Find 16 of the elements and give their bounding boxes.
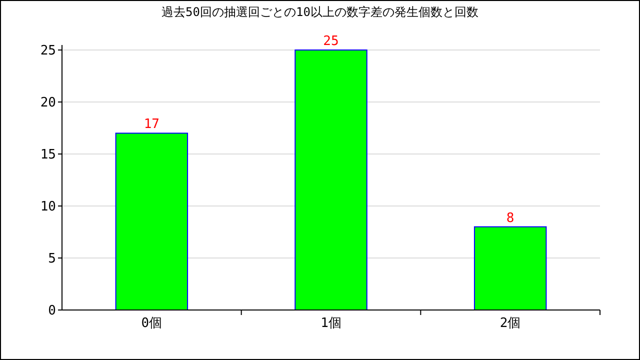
y-tick-label: 25 [40, 44, 56, 59]
x-tick-label: 0個 [141, 316, 162, 331]
bar [474, 226, 547, 310]
chart-title: 過去50回の抽選回ごとの10以上の数字差の発生個数と回数 [162, 5, 478, 19]
bar [115, 132, 188, 310]
y-tick-label: 0 [48, 304, 56, 319]
x-tick-label: 2個 [500, 316, 521, 331]
y-tick-label: 20 [40, 96, 56, 111]
data-label: 17 [144, 117, 160, 132]
bar [294, 50, 368, 310]
y-tick-label: 10 [40, 200, 56, 215]
y-tick-label: 5 [48, 252, 56, 267]
x-tick-label: 1個 [320, 316, 342, 331]
data-label: 25 [323, 34, 339, 49]
data-label: 8 [506, 210, 514, 226]
y-tick-label: 15 [40, 148, 56, 163]
